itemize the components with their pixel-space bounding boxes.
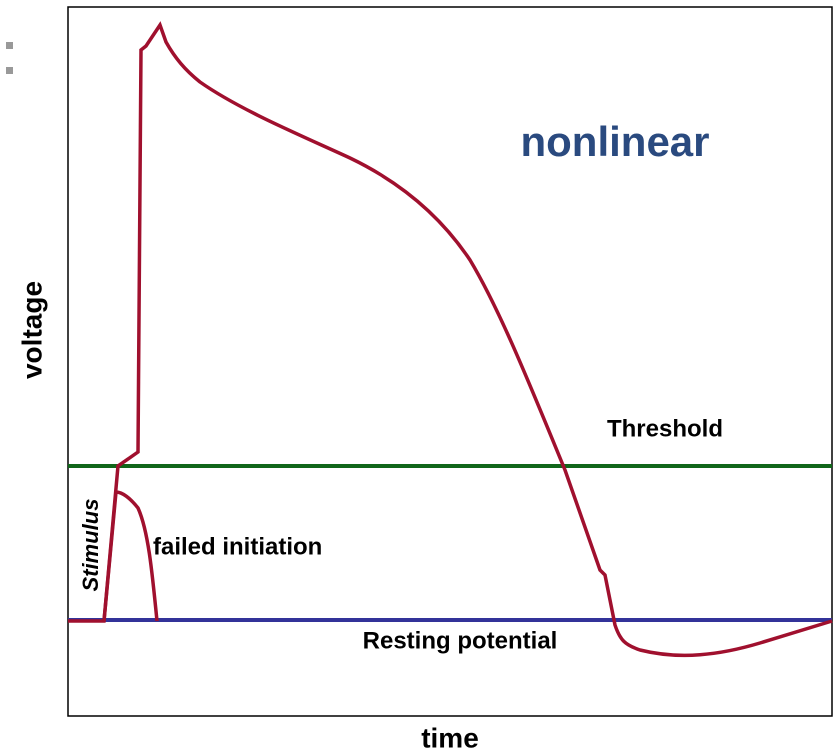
resting-label: Resting potential: [363, 627, 558, 654]
marker: [6, 67, 13, 74]
plot-frame: [67, 6, 833, 717]
x-axis-label: time: [421, 722, 479, 752]
action-potential: [68, 21, 833, 658]
failed-curve: [102, 490, 159, 622]
regime-label: nonlinear: [520, 118, 709, 165]
y-axis-label: voltage: [16, 281, 47, 379]
failed-label: failed initiation: [153, 533, 322, 560]
marker: [6, 42, 13, 49]
stimulus-label: Stimulus: [78, 499, 103, 592]
threshold-label: Threshold: [607, 415, 723, 442]
